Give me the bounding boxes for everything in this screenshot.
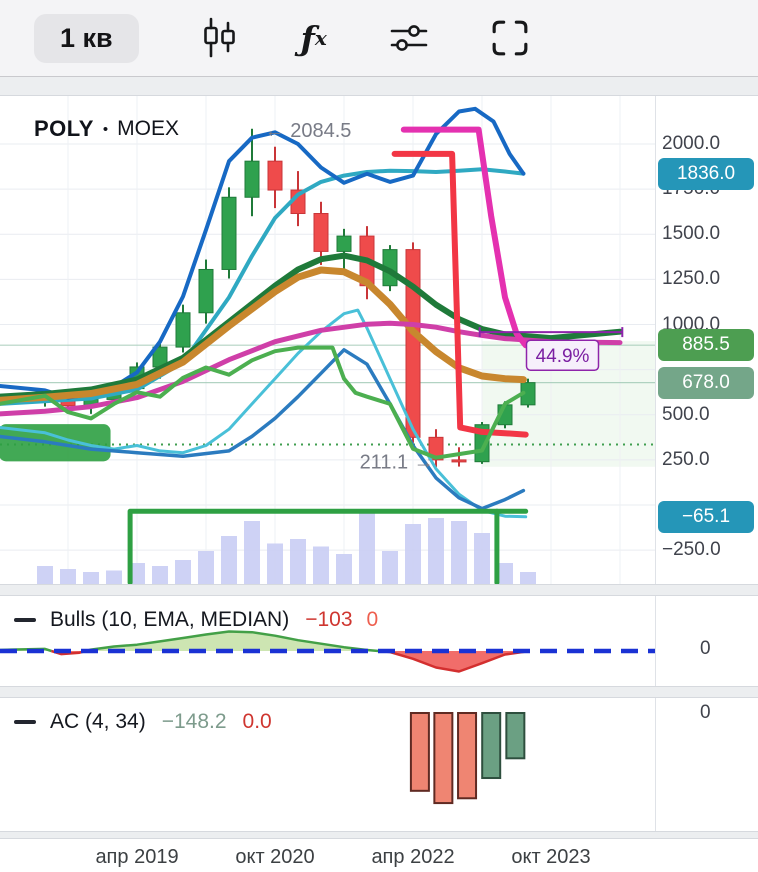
bulls-value-2: 0: [366, 608, 379, 631]
bulls-value-1: −103: [305, 608, 353, 631]
bulls-title: Bulls (10, EMA, MEDIAN): [50, 608, 290, 631]
ac-zero-tick: 0: [700, 702, 711, 723]
ac-title: AC (4, 34): [50, 710, 146, 733]
symbol-name: POLY: [34, 116, 94, 141]
ac-axis-separator: [655, 698, 656, 831]
bulls-zero-tick: 0: [700, 638, 711, 659]
candlestick-style-icon[interactable]: [201, 17, 239, 59]
bulls-legend: Bulls (10, EMA, MEDIAN) −103 0: [14, 608, 378, 632]
fullscreen-icon[interactable]: [491, 19, 529, 57]
timeframe-button[interactable]: 1 кв: [34, 13, 139, 63]
bulls-power-svg[interactable]: [0, 596, 655, 686]
price-tick: 1500.0: [662, 223, 721, 245]
price-tick: 500.0: [662, 403, 710, 425]
time-label: окт 2020: [235, 846, 315, 868]
main-chart-pane[interactable]: 44.9% ← 2084.5 211.1 → POLY • MOEX 2000.0 1…: [0, 95, 758, 585]
time-label: апр 2019: [95, 846, 179, 868]
svg-text:44.9%: 44.9%: [536, 346, 590, 367]
settings-sliders-icon[interactable]: [389, 20, 429, 56]
price-tick: 2000.0: [662, 133, 721, 154]
fx-x: x: [314, 26, 327, 50]
exchange-name: MOEX: [117, 117, 179, 140]
ac-value-2: 0.0: [242, 710, 272, 733]
time-label: апр 2022: [371, 846, 455, 868]
svg-text:211.1 →: 211.1 →: [360, 452, 434, 474]
price-tick: 250.0: [662, 448, 710, 470]
price-badge: 885.5: [658, 329, 754, 362]
price-tick: −250.0: [662, 539, 721, 561]
collapse-dash-icon[interactable]: [14, 618, 36, 622]
price-badge: 1836.0: [658, 157, 754, 190]
fx-f: ƒ: [300, 18, 315, 58]
ac-oscillator-svg[interactable]: [0, 698, 655, 831]
bulls-axis-separator: [655, 596, 656, 686]
svg-text:← 2084.5: ← 2084.5: [265, 120, 352, 142]
price-badge: 678.0: [658, 366, 754, 399]
ac-value-1: −148.2: [161, 710, 227, 733]
time-label: окт 2023: [511, 846, 591, 868]
symbol-separator-dot: •: [102, 120, 109, 138]
price-tick: 1250.0: [662, 268, 721, 290]
bulls-power-pane[interactable]: Bulls (10, EMA, MEDIAN) −103 0 0: [0, 595, 758, 687]
symbol-title: POLY • MOEX: [34, 116, 179, 142]
price-axis-separator: [655, 96, 656, 584]
price-badge: −65.1: [658, 500, 754, 533]
main-chart-svg[interactable]: 44.9% ← 2084.5 211.1 →: [0, 96, 655, 584]
time-axis[interactable]: апр 2019 окт 2020 апр 2022 окт 2023: [0, 838, 758, 872]
ac-oscillator-pane[interactable]: AC (4, 34) −148.2 0.0 0: [0, 697, 758, 832]
collapse-dash-icon[interactable]: [14, 720, 36, 724]
ac-legend: AC (4, 34) −148.2 0.0: [14, 710, 272, 734]
